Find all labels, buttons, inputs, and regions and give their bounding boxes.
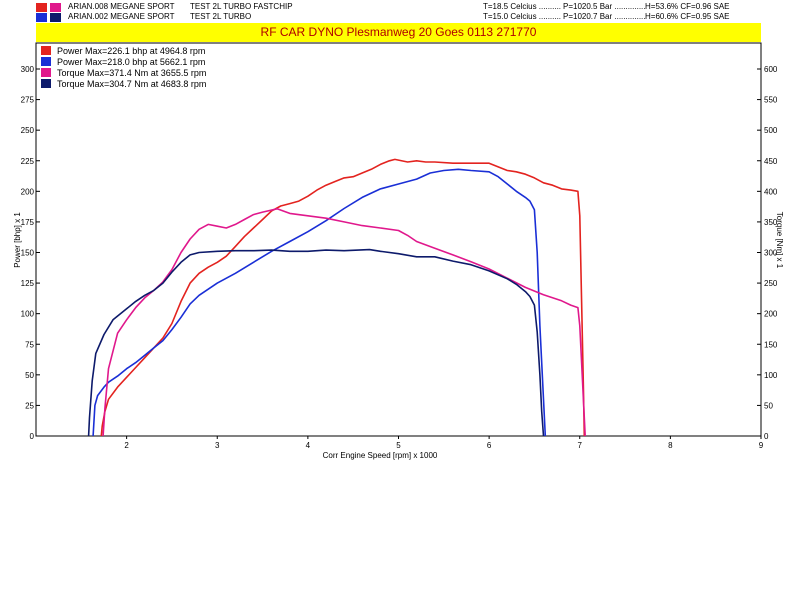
- run-2-temperature: T=15.0 Celcius ..........: [483, 12, 562, 21]
- y-left-tick-label: 175: [21, 218, 35, 227]
- x-axis-title: Corr Engine Speed [rpm] x 1000: [323, 451, 438, 460]
- x-tick-label: 6: [487, 441, 492, 450]
- y-right-tick-label: 0: [764, 432, 769, 441]
- legend-label-4: Torque Max=304.7 Nm at 4683.8 rpm: [57, 79, 206, 89]
- run-1-temperature: T=18.5 Celcius ..........: [483, 2, 562, 11]
- plot-frame: [35, 42, 762, 437]
- y-left-tick-label: 200: [21, 187, 35, 196]
- run-1-torque-swatch: [50, 3, 61, 12]
- run-2-pressure: P=1020.7 Bar ..............: [563, 12, 646, 21]
- legend-swatch-1: [41, 46, 51, 55]
- legend-label-2: Power Max=218.0 bhp at 5662.1 rpm: [57, 57, 205, 67]
- x-tick-label: 3: [215, 441, 220, 450]
- run-header-row-1: ARIAN.008 MEGANE SPORT TEST 2L TURBO FAS…: [36, 2, 761, 12]
- legend-swatch-2: [41, 57, 51, 66]
- y-right-tick-label: 300: [764, 249, 778, 258]
- y-left-tick-label: 75: [25, 340, 34, 349]
- y-left-tick-label: 225: [21, 157, 35, 166]
- x-tick-label: 9: [759, 441, 764, 450]
- y-right-tick-label: 500: [764, 126, 778, 135]
- run-header-row-2: ARIAN.002 MEGANE SPORT TEST 2L TURBO T=1…: [36, 12, 761, 22]
- y-right-tick-label: 400: [764, 187, 778, 196]
- y-left-tick-label: 275: [21, 96, 35, 105]
- y-left-tick-label: 50: [25, 371, 34, 380]
- legend-label-3: Torque Max=371.4 Nm at 3655.5 rpm: [57, 68, 206, 78]
- x-tick-label: 7: [578, 441, 583, 450]
- legend-swatch-4: [41, 79, 51, 88]
- y-right-tick-label: 50: [764, 401, 773, 410]
- dyno-banner-title: RF CAR DYNO Plesmanweg 20 Goes 0113 2717…: [36, 23, 761, 42]
- run-2-power-swatch: [36, 13, 47, 22]
- y-right-tick-label: 100: [764, 371, 778, 380]
- run-1-power-swatch: [36, 3, 47, 12]
- y-right-tick-label: 600: [764, 65, 778, 74]
- series-line-2: [92, 168, 547, 437]
- y-left-tick-label: 25: [25, 401, 34, 410]
- y-left-tick-label: 150: [21, 249, 35, 258]
- y-left-tick-label: 250: [21, 126, 35, 135]
- y-left-tick-label: 0: [30, 432, 35, 441]
- series-line-4: [87, 248, 545, 437]
- y-right-tick-label: 200: [764, 310, 778, 319]
- run-1-pressure: P=1020.5 Bar ..............: [563, 2, 646, 11]
- series-line-1: [100, 158, 586, 437]
- y-right-tick-label: 350: [764, 218, 778, 227]
- legend-swatch-3: [41, 68, 51, 77]
- run-1-description: TEST 2L TURBO FASTCHIP: [190, 2, 293, 11]
- y-right-tick-label: 450: [764, 157, 778, 166]
- legend-label-1: Power Max=226.1 bhp at 4964.8 rpm: [57, 46, 205, 56]
- x-tick-label: 8: [668, 441, 673, 450]
- x-tick-label: 4: [306, 441, 311, 450]
- x-tick-label: 2: [124, 441, 129, 450]
- y-left-tick-label: 300: [21, 65, 35, 74]
- y-left-tick-label: 125: [21, 279, 35, 288]
- run-2-torque-swatch: [50, 13, 61, 22]
- run-2-name: ARIAN.002 MEGANE SPORT: [68, 12, 175, 21]
- y-right-tick-label: 250: [764, 279, 778, 288]
- y-left-tick-label: 100: [21, 310, 35, 319]
- y-right-tick-label: 150: [764, 340, 778, 349]
- x-tick-label: 5: [396, 441, 401, 450]
- y-right-tick-label: 550: [764, 96, 778, 105]
- run-2-humidity: H=60.6% CF=0.95 SAE: [645, 12, 730, 21]
- y-axis-left-title: Power [bhp] x 1: [13, 212, 22, 268]
- y-axis-right-title: Torque [Nm] x 1: [775, 212, 784, 269]
- run-1-name: ARIAN.008 MEGANE SPORT: [68, 2, 175, 11]
- run-2-description: TEST 2L TURBO: [190, 12, 252, 21]
- run-1-humidity: H=53.6% CF=0.96 SAE: [645, 2, 730, 11]
